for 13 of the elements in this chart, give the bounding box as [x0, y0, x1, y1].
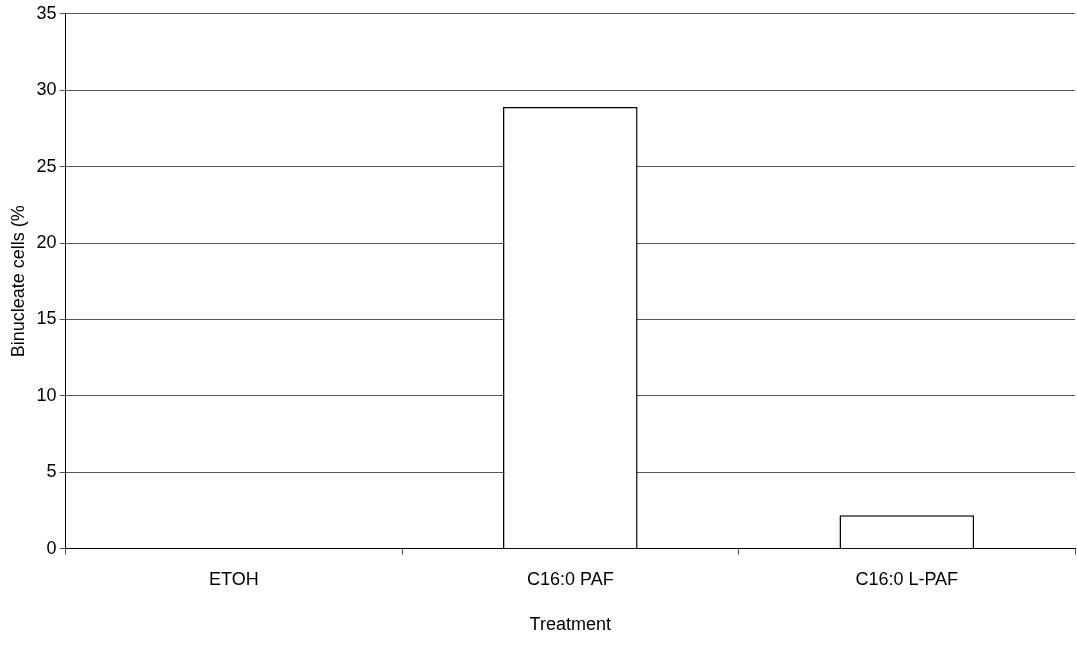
y-axis-title: Binucleate cells (% [7, 205, 28, 358]
x-axis-title: Treatment [529, 614, 611, 635]
y-tick-label: 15 [36, 308, 57, 329]
y-tick-label: 25 [36, 155, 57, 176]
y-tick-label: 30 [36, 79, 57, 100]
x-tick-label: C16:0 L-PAF [855, 568, 959, 589]
x-tick-label: ETOH [209, 568, 259, 589]
y-tick-label: 35 [36, 2, 57, 23]
x-tick-label: C16:0 PAF [526, 568, 614, 589]
y-tick-label: 0 [46, 537, 57, 558]
y-tick-label: 20 [36, 232, 57, 253]
y-tick-label: 10 [36, 384, 57, 405]
y-tick-label: 5 [46, 461, 57, 482]
